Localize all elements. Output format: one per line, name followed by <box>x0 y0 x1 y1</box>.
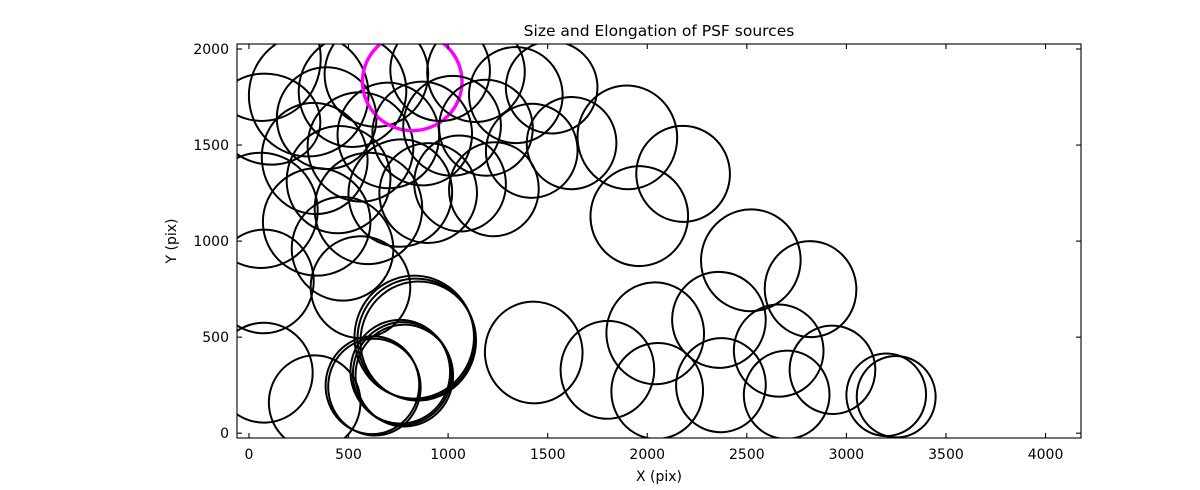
psf-marker-layer <box>237 44 937 438</box>
psf-source-marker <box>324 335 421 436</box>
x-tick-label: 1500 <box>530 447 566 463</box>
psf-source-marker <box>483 300 584 405</box>
psf-source-marker <box>448 141 540 238</box>
psf-source-marker <box>742 349 831 438</box>
psf-source-marker <box>788 324 877 415</box>
psf-source-marker <box>605 281 706 386</box>
psf-source-marker <box>237 151 319 269</box>
x-axis-ticks: 0 500 1000 1500 2000 2500 3000 3500 4000 <box>244 44 1063 463</box>
psf-source-marker <box>671 270 767 369</box>
psf-source-marker <box>732 303 825 398</box>
y-tick-label: 1500 <box>193 138 229 154</box>
x-tick-label: 500 <box>335 447 362 463</box>
psf-source-marker <box>237 44 322 122</box>
x-tick-label: 1000 <box>430 447 466 463</box>
psf-source-marker <box>504 44 599 135</box>
psf-source-marker <box>413 134 507 233</box>
psf-source-marker <box>327 337 422 437</box>
psf-source-marker <box>371 80 474 187</box>
y-tick-label: 500 <box>202 330 229 346</box>
x-tick-label: 3000 <box>829 447 865 463</box>
y-tick-label: 0 <box>220 426 229 442</box>
y-tick-label: 2000 <box>193 42 229 58</box>
psf-source-marker <box>763 240 858 339</box>
psf-source-marker <box>237 228 315 335</box>
psf-source-marker <box>285 124 392 235</box>
psf-source-marker <box>484 102 579 199</box>
psf-source-marker <box>359 280 477 402</box>
psf-source-marker <box>675 337 767 434</box>
psf-source-marker <box>426 44 526 123</box>
psf-source-marker <box>559 319 656 420</box>
psf-source-marker <box>610 341 705 438</box>
y-axis-label: Y (pix) <box>164 219 180 265</box>
psf-source-marker <box>267 354 362 438</box>
psf-source-marker <box>855 354 937 438</box>
x-tick-label: 0 <box>244 447 253 463</box>
x-tick-label: 2500 <box>729 447 765 463</box>
x-tick-label: 4000 <box>1028 447 1064 463</box>
psf-source-marker <box>525 96 618 191</box>
psf-source-marker <box>237 321 314 424</box>
psf-source-marker <box>576 84 679 191</box>
x-tick-label: 2000 <box>629 447 665 463</box>
psf-source-marker <box>700 208 802 313</box>
x-axis-label: X (pix) <box>636 469 682 485</box>
psf-source-marker <box>389 44 491 123</box>
y-tick-label: 1000 <box>193 234 229 250</box>
psf-source-marker <box>297 44 408 148</box>
page-title: Size and Elongation of PSF sources <box>524 22 795 40</box>
psf-source-marker <box>402 74 502 177</box>
psf-source-marker <box>635 124 731 223</box>
x-tick-label: 3500 <box>928 447 964 463</box>
y-axis-ticks: 0 500 1000 1500 2000 <box>193 42 1081 442</box>
psf-source-highlight <box>360 44 464 133</box>
psf-source-marker <box>290 195 395 302</box>
psf-source-marker <box>468 46 564 145</box>
psf-source-marker <box>306 91 415 203</box>
psf-source-marker <box>354 323 455 428</box>
